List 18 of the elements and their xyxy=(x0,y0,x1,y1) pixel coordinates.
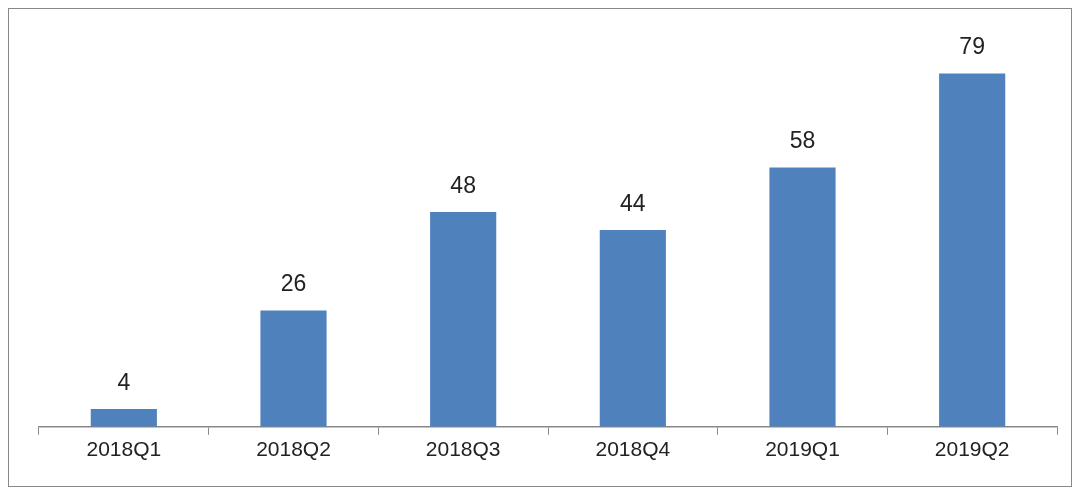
data-label: 44 xyxy=(620,189,646,216)
data-label: 58 xyxy=(789,127,816,154)
x-tick-label: 2018Q3 xyxy=(425,437,501,461)
x-tick-label: 2019Q1 xyxy=(765,437,840,461)
x-tick-label: 2018Q2 xyxy=(256,437,331,461)
bar xyxy=(939,73,1006,427)
bar xyxy=(769,167,836,427)
x-tick-label: 2018Q4 xyxy=(595,437,671,461)
bar xyxy=(430,212,497,427)
x-tick-label: 2019Q2 xyxy=(934,437,1010,461)
data-label: 26 xyxy=(280,270,307,297)
data-label: 48 xyxy=(450,171,476,198)
bar xyxy=(90,408,157,427)
x-tick-label: 2018Q1 xyxy=(86,437,162,461)
data-label: 79 xyxy=(959,33,985,60)
bar xyxy=(260,310,327,427)
bar xyxy=(599,230,666,427)
data-label: 4 xyxy=(117,368,131,395)
